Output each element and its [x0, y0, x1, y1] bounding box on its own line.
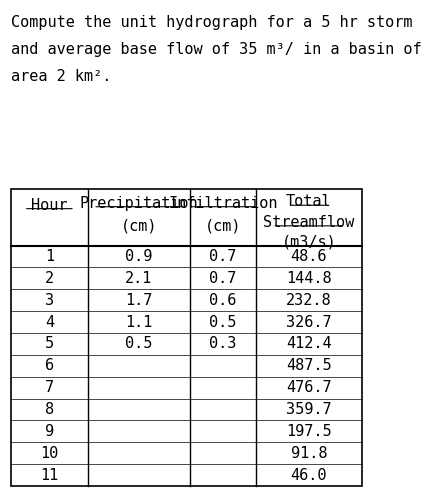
Text: 412.4: 412.4: [286, 336, 331, 352]
Text: 1: 1: [45, 249, 54, 264]
Text: 0.5: 0.5: [209, 315, 237, 329]
Text: 197.5: 197.5: [286, 424, 331, 439]
Text: Compute the unit hydrograph for a 5 hr storm: Compute the unit hydrograph for a 5 hr s…: [11, 15, 412, 30]
Text: 2.1: 2.1: [125, 271, 152, 286]
Text: 0.6: 0.6: [209, 293, 237, 308]
Text: 3: 3: [45, 293, 54, 308]
Text: 0.7: 0.7: [209, 249, 237, 264]
Text: Total: Total: [286, 194, 331, 209]
Text: 7: 7: [45, 380, 54, 395]
Text: 91.8: 91.8: [291, 446, 327, 461]
Text: 9: 9: [45, 424, 54, 439]
Text: Infiltration: Infiltration: [168, 196, 278, 211]
Text: 11: 11: [40, 467, 58, 483]
Text: 10: 10: [40, 446, 58, 461]
Text: 0.7: 0.7: [209, 271, 237, 286]
Text: 476.7: 476.7: [286, 380, 331, 395]
Text: (cm): (cm): [120, 218, 157, 234]
Text: 144.8: 144.8: [286, 271, 331, 286]
Text: 487.5: 487.5: [286, 358, 331, 373]
Text: 1.7: 1.7: [125, 293, 152, 308]
Text: (m3/s): (m3/s): [281, 235, 336, 250]
Text: Precipitation: Precipitation: [80, 196, 198, 211]
Text: 4: 4: [45, 315, 54, 329]
Text: 0.5: 0.5: [125, 336, 152, 352]
Text: Streamflow: Streamflow: [263, 215, 354, 230]
Text: 0.3: 0.3: [209, 336, 237, 352]
Text: 5: 5: [45, 336, 54, 352]
Text: 6: 6: [45, 358, 54, 373]
Text: 46.0: 46.0: [291, 467, 327, 483]
Text: 0.9: 0.9: [125, 249, 152, 264]
Text: 48.6: 48.6: [291, 249, 327, 264]
Text: and average base flow of 35 m³/ in a basin of: and average base flow of 35 m³/ in a bas…: [11, 42, 422, 57]
Text: (cm): (cm): [205, 218, 241, 234]
Text: 8: 8: [45, 402, 54, 417]
Text: 2: 2: [45, 271, 54, 286]
Text: 1.1: 1.1: [125, 315, 152, 329]
Text: 326.7: 326.7: [286, 315, 331, 329]
Text: 232.8: 232.8: [286, 293, 331, 308]
Text: Hour: Hour: [31, 198, 68, 213]
Text: area 2 km².: area 2 km².: [11, 69, 111, 84]
Text: 359.7: 359.7: [286, 402, 331, 417]
